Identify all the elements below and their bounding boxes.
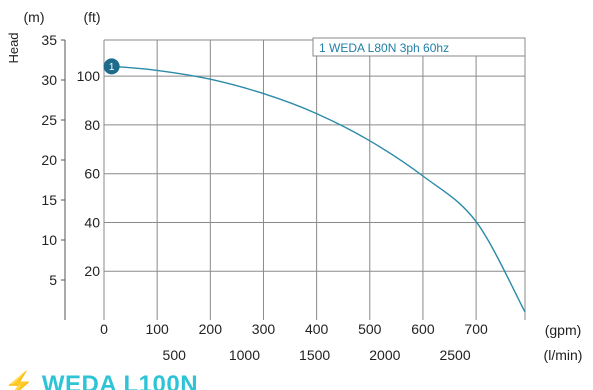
x-unit-gpm: (gpm) xyxy=(545,322,582,338)
series-lines xyxy=(114,65,526,313)
lightning-icon: ⚡ xyxy=(4,371,34,390)
x-tick-label-gpm: 300 xyxy=(252,321,276,337)
legend: 1 WEDA L80N 3ph 60hz xyxy=(312,37,526,57)
y-tick-label-m: 15 xyxy=(41,192,57,208)
legend-box xyxy=(312,37,526,57)
series-line-1 xyxy=(114,65,526,313)
x-tick-label-gpm: 100 xyxy=(145,321,169,337)
x-tick-label-lpm: 1000 xyxy=(229,347,260,363)
x-tick-label-lpm: 500 xyxy=(163,347,187,363)
series-marker-label: 1 xyxy=(109,62,115,73)
y-tick-label-ft: 80 xyxy=(84,117,100,133)
y-tick-label-ft: 20 xyxy=(84,263,100,279)
x-tick-label-lpm: 1500 xyxy=(299,347,330,363)
x-tick-label-gpm: 400 xyxy=(305,321,329,337)
x-unit-lpm: (l/min) xyxy=(544,347,583,363)
y-tick-label-m: 35 xyxy=(41,32,57,48)
grid xyxy=(61,39,526,320)
y-tick-label-ft: 100 xyxy=(77,68,101,84)
legend-entry: 1 WEDA L80N 3ph 60hz xyxy=(319,41,449,55)
x-tick-label-gpm: 500 xyxy=(358,321,382,337)
y-axis-label: Head xyxy=(6,32,21,63)
next-model-title: WEDA L100N xyxy=(41,371,199,390)
y-tick-label-m: 10 xyxy=(41,232,57,248)
y-tick-label-ft: 40 xyxy=(84,214,100,230)
y-unit-feet: (ft) xyxy=(83,9,100,25)
series-markers: 1 xyxy=(103,58,120,75)
y-tick-label-m: 5 xyxy=(49,272,57,288)
next-model-heading: ⚡ WEDA L100N xyxy=(4,370,198,390)
x-axis-label: Flow xyxy=(494,369,522,370)
x-tick-label-gpm: 0 xyxy=(100,321,108,337)
x-tick-label-lpm: 2500 xyxy=(439,347,470,363)
y-tick-label-ft: 60 xyxy=(84,166,100,182)
y-tick-label-m: 25 xyxy=(41,112,57,128)
tick-labels: 0 100 200 300 400 500 600 700 20 40 60 80 100 5 10 15 20… xyxy=(41,32,522,370)
x-tick-label-gpm: 200 xyxy=(199,321,223,337)
pump-curve-chart: 0 100 200 300 400 500 600 700 20 40 60 80 100 5 10 15 20… xyxy=(6,9,583,370)
x-tick-label-gpm: 600 xyxy=(411,321,435,337)
x-tick-label-lpm: 2000 xyxy=(369,347,400,363)
y-tick-label-m: 20 xyxy=(41,152,57,168)
x-tick-label-gpm: 700 xyxy=(464,321,488,337)
series-marker-1 xyxy=(103,58,120,75)
y-tick-label-m: 30 xyxy=(41,72,57,88)
y-unit-meters: (m) xyxy=(24,9,45,25)
